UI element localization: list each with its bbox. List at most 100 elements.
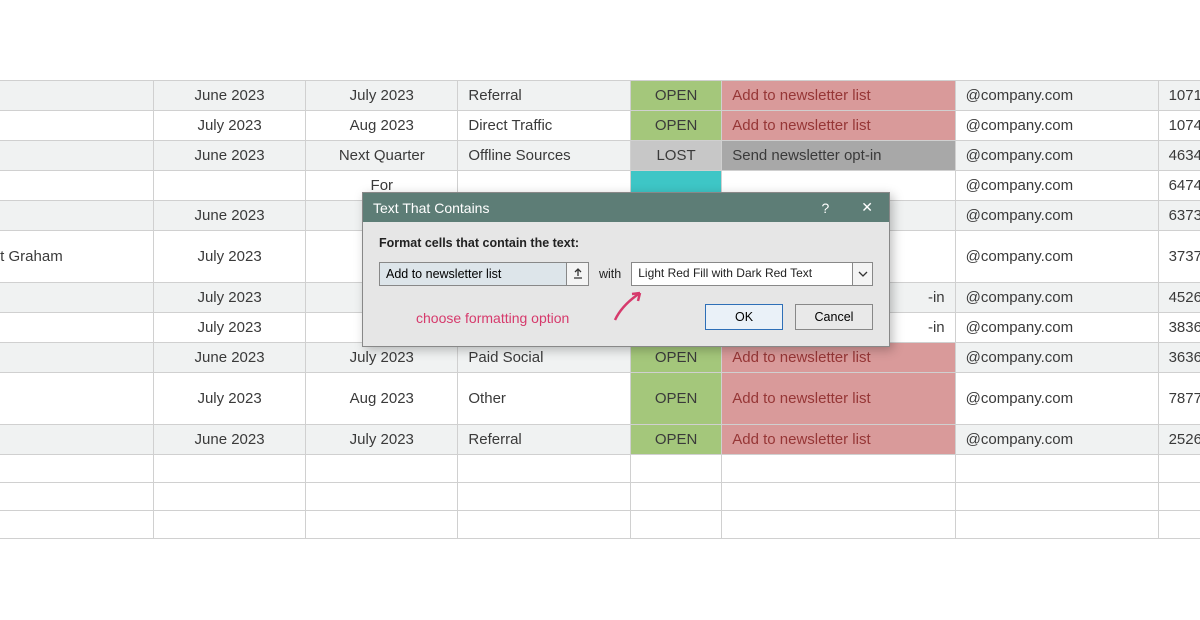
table-cell[interactable] <box>0 455 153 483</box>
table-cell[interactable] <box>0 425 153 455</box>
table-cell[interactable]: July 2023 <box>153 283 305 313</box>
table-cell[interactable] <box>955 455 1158 483</box>
table-cell[interactable]: July 2023 <box>306 343 458 373</box>
table-cell[interactable]: Other <box>458 373 631 425</box>
table-cell[interactable]: 647483 <box>1158 171 1200 201</box>
cancel-button[interactable]: Cancel <box>795 304 873 330</box>
table-row[interactable] <box>0 483 1200 511</box>
table-cell[interactable] <box>458 511 631 539</box>
table-cell[interactable]: OPEN <box>630 343 721 373</box>
table-cell[interactable]: Add to newsletter list <box>722 425 955 455</box>
table-cell[interactable]: 7877564 <box>1158 373 1200 425</box>
table-cell[interactable] <box>0 373 153 425</box>
table-cell[interactable]: 46346 <box>1158 141 1200 171</box>
table-cell[interactable]: sistant Graham <box>0 231 153 283</box>
range-picker-icon[interactable] <box>566 263 588 285</box>
table-cell[interactable]: OPEN <box>630 425 721 455</box>
table-cell[interactable] <box>722 455 955 483</box>
table-cell[interactable]: OPEN <box>630 373 721 425</box>
table-cell[interactable]: July 2023 <box>153 231 305 283</box>
table-cell[interactable] <box>955 483 1158 511</box>
table-cell[interactable]: June 2023 <box>153 81 305 111</box>
table-cell[interactable]: July 2023 <box>153 111 305 141</box>
table-cell[interactable]: @company.com <box>955 283 1158 313</box>
table-cell[interactable]: Head <box>0 171 153 201</box>
table-cell[interactable] <box>0 511 153 539</box>
table-cell[interactable] <box>1158 455 1200 483</box>
table-cell[interactable]: Aug 2023 <box>306 373 458 425</box>
table-cell[interactable]: 4526282 <box>1158 283 1200 313</box>
table-cell[interactable]: @company.com <box>955 81 1158 111</box>
table-cell[interactable] <box>0 141 153 171</box>
table-cell[interactable] <box>153 171 305 201</box>
table-row[interactable]: July 2023Aug 2023OtherOPENAdd to newslet… <box>0 373 1200 425</box>
table-cell[interactable]: Paid Social <box>458 343 631 373</box>
table-cell[interactable]: @company.com <box>955 201 1158 231</box>
table-cell[interactable] <box>630 455 721 483</box>
table-cell[interactable]: Next Quarter <box>306 141 458 171</box>
table-row[interactable]: July 2023Aug 2023Direct TrafficOPENAdd t… <box>0 111 1200 141</box>
table-cell[interactable]: July 2023 <box>306 81 458 111</box>
table-row[interactable]: June 2023July 2023Paid SocialOPENAdd to … <box>0 343 1200 373</box>
table-cell[interactable]: @company.com <box>955 313 1158 343</box>
table-cell[interactable] <box>0 283 153 313</box>
table-cell[interactable]: 3737383 <box>1158 231 1200 283</box>
table-row[interactable]: June 2023July 2023ReferralOPENAdd to new… <box>0 425 1200 455</box>
table-cell[interactable] <box>0 483 153 511</box>
table-cell[interactable] <box>306 483 458 511</box>
table-cell[interactable]: June 2023 <box>153 343 305 373</box>
table-cell[interactable]: @company.com <box>955 425 1158 455</box>
table-cell[interactable] <box>0 313 153 343</box>
table-cell[interactable] <box>955 511 1158 539</box>
table-cell[interactable]: June 2023 <box>153 141 305 171</box>
table-cell[interactable]: 6373838 <box>1158 201 1200 231</box>
table-cell[interactable] <box>153 483 305 511</box>
table-row[interactable]: June 2023Next QuarterOffline SourcesLOST… <box>0 141 1200 171</box>
table-cell[interactable] <box>630 511 721 539</box>
table-cell[interactable]: Offline Sources <box>458 141 631 171</box>
table-cell[interactable]: 3636373 <box>1158 343 1200 373</box>
dialog-titlebar[interactable]: Text That Contains ? ✕ <box>363 193 889 222</box>
table-row[interactable] <box>0 511 1200 539</box>
table-cell[interactable]: @company.com <box>955 171 1158 201</box>
table-cell[interactable]: 1074701 <box>1158 111 1200 141</box>
table-cell[interactable] <box>0 111 153 141</box>
table-cell[interactable] <box>1158 483 1200 511</box>
table-cell[interactable]: June 2023 <box>153 201 305 231</box>
table-row[interactable]: June 2023July 2023ReferralOPENAdd to new… <box>0 81 1200 111</box>
table-cell[interactable]: @company.com <box>955 231 1158 283</box>
table-cell[interactable] <box>153 511 305 539</box>
table-cell[interactable]: 3836345 <box>1158 313 1200 343</box>
table-cell[interactable] <box>458 483 631 511</box>
table-cell[interactable]: Send newsletter opt-in <box>722 141 955 171</box>
table-cell[interactable]: Head <box>0 201 153 231</box>
format-select[interactable]: Light Red Fill with Dark Red Text <box>631 262 873 286</box>
table-cell[interactable] <box>153 455 305 483</box>
table-cell[interactable] <box>306 455 458 483</box>
help-icon[interactable]: ? <box>815 200 835 216</box>
table-cell[interactable] <box>722 483 955 511</box>
table-cell[interactable]: Referral <box>458 425 631 455</box>
table-cell[interactable]: @company.com <box>955 373 1158 425</box>
table-cell[interactable]: July 2023 <box>153 313 305 343</box>
table-cell[interactable] <box>0 81 153 111</box>
table-cell[interactable]: OPEN <box>630 81 721 111</box>
table-cell[interactable]: @company.com <box>955 141 1158 171</box>
table-cell[interactable]: June 2023 <box>153 425 305 455</box>
table-cell[interactable]: Direct Traffic <box>458 111 631 141</box>
table-cell[interactable]: 25263 <box>1158 425 1200 455</box>
table-cell[interactable]: 1071891 <box>1158 81 1200 111</box>
table-cell[interactable] <box>722 511 955 539</box>
chevron-down-icon[interactable] <box>852 263 872 285</box>
table-cell[interactable] <box>0 343 153 373</box>
table-cell[interactable]: LOST <box>630 141 721 171</box>
contains-text-input[interactable] <box>380 263 566 285</box>
table-cell[interactable]: OPEN <box>630 111 721 141</box>
close-icon[interactable]: ✕ <box>855 199 879 216</box>
table-cell[interactable]: Referral <box>458 81 631 111</box>
table-row[interactable] <box>0 455 1200 483</box>
table-cell[interactable] <box>306 511 458 539</box>
table-cell[interactable] <box>630 483 721 511</box>
table-cell[interactable]: Add to newsletter list <box>722 111 955 141</box>
table-cell[interactable]: Add to newsletter list <box>722 81 955 111</box>
